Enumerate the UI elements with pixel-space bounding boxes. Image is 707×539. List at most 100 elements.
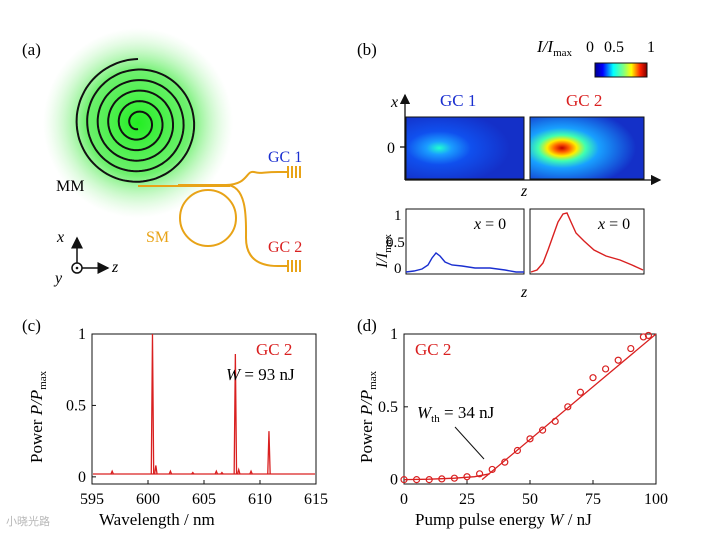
c-peak xyxy=(110,469,114,475)
b-axis-z-label: z xyxy=(520,183,528,200)
c-peak xyxy=(214,469,219,475)
d-xtick-label: 75 xyxy=(585,491,601,508)
c-peak xyxy=(236,467,241,475)
axis-y-dot xyxy=(75,266,79,270)
gc2-profile-annot: x = 0 xyxy=(597,216,630,233)
c-peak xyxy=(220,471,224,475)
colorbar-tick-half: 0.5 xyxy=(604,39,624,56)
d-fit-subthreshold xyxy=(403,473,490,481)
panel-a-label: (a) xyxy=(22,40,41,59)
d-annotation: Wth = 34 nJ xyxy=(417,403,495,425)
d-data-point xyxy=(488,465,496,474)
gc1-label: GC 1 xyxy=(268,149,302,166)
d-data-point xyxy=(400,476,408,484)
d-ticks: 0 25 50 75 100 0 0.5 1 xyxy=(378,326,668,508)
c-xtick-label: 615 xyxy=(304,491,328,508)
panel-a: (a) MM SM GC 1 GC 2 x y z xyxy=(22,28,302,287)
d-fit-lines xyxy=(403,333,657,481)
profile-ytick-0: 0 xyxy=(394,261,402,277)
panel-b-label: (b) xyxy=(357,40,377,59)
d-data-point xyxy=(589,374,597,382)
sm-bus-upper xyxy=(225,170,279,186)
sm-ring xyxy=(179,189,237,247)
d-ytick-label: 0 xyxy=(390,472,398,489)
d-data-point xyxy=(413,476,421,484)
c-peak xyxy=(191,471,195,475)
d-ytick-label: 0.5 xyxy=(378,399,398,416)
colorbar xyxy=(594,62,648,78)
d-data-point xyxy=(564,403,572,411)
d-data-point xyxy=(438,475,446,483)
c-peak xyxy=(168,469,173,475)
gc2-profile-frame xyxy=(529,208,645,275)
c-ylabel: Power P/Pmax xyxy=(27,370,49,463)
d-xtick-label: 50 xyxy=(522,491,538,508)
d-xtick-label: 100 xyxy=(644,491,668,508)
c-xtick-label: 605 xyxy=(192,491,216,508)
colorbar-tick-0: 0 xyxy=(586,39,594,56)
d-ytick-label: 1 xyxy=(390,326,398,343)
c-xtick-label: 610 xyxy=(248,491,272,508)
b-axis-x-label: x xyxy=(390,94,398,111)
c-peak xyxy=(153,465,158,475)
d-ylabel: Power P/Pmax xyxy=(357,370,379,463)
c-peak xyxy=(233,353,238,475)
d-xtick-label: 25 xyxy=(459,491,475,508)
watermark: 小晓光路 xyxy=(6,515,50,528)
c-ytick-label: 0.5 xyxy=(66,397,86,414)
d-legend: GC 2 xyxy=(415,340,451,359)
mm-label: MM xyxy=(56,178,84,195)
c-xlabel: Wavelength / nm xyxy=(99,510,215,529)
d-data-point xyxy=(513,446,522,455)
d-fit-linear xyxy=(481,333,657,481)
d-data-point xyxy=(538,426,547,434)
b-axis-x-tick-label: 0 xyxy=(387,140,395,157)
c-xtick-label: 595 xyxy=(80,491,104,508)
panel-d-label: (d) xyxy=(357,316,377,335)
c-peak xyxy=(267,431,271,475)
d-data-point xyxy=(627,344,635,353)
d-data-point xyxy=(450,474,458,482)
d-data-points xyxy=(400,331,653,484)
profile-ytick-half: 0.5 xyxy=(386,235,405,251)
d-data-point xyxy=(526,435,534,443)
panel-d: (d) 0 25 50 75 100 0 0.5 1 GC 2 Wth = 34 nJ Pum… xyxy=(357,316,668,529)
b-gc2-label: GC 2 xyxy=(566,91,602,110)
mm-glow xyxy=(43,28,233,218)
d-data-point xyxy=(576,388,585,396)
c-peak xyxy=(150,333,155,475)
gc2-label: GC 2 xyxy=(268,239,302,256)
c-xtick-label: 600 xyxy=(136,491,160,508)
sm-label: SM xyxy=(146,229,169,246)
d-data-point xyxy=(425,476,433,484)
panel-b: (b) I/Imax 0 0.5 1 x 0 z GC 1 GC 2 I/Ima… xyxy=(357,37,662,301)
axis-z-label: z xyxy=(111,259,119,276)
c-annotation: W = 93 nJ xyxy=(226,365,295,384)
gc1-intensity-map xyxy=(405,116,525,180)
d-data-point xyxy=(644,331,653,340)
c-ticks: 595 600 605 610 615 0 0.5 1 xyxy=(66,326,328,508)
gc2-profile-curve xyxy=(530,212,644,273)
colorbar-title: I/Imax xyxy=(536,37,573,59)
mm-spiral xyxy=(75,58,196,183)
d-data-point xyxy=(463,473,471,481)
axis-x-label: x xyxy=(56,229,64,246)
c-spectrum xyxy=(93,333,315,475)
gc2-grating xyxy=(278,260,301,272)
profile-xlabel: z xyxy=(520,284,528,301)
c-ytick-label: 1 xyxy=(78,326,86,343)
d-data-point xyxy=(501,458,509,466)
axis-y-label: y xyxy=(53,270,63,287)
d-data-point xyxy=(639,333,648,341)
gc1-profile-curve xyxy=(405,252,524,273)
c-peak xyxy=(249,469,253,475)
gc1-profile-annot: x = 0 xyxy=(473,216,506,233)
d-data-point xyxy=(476,470,484,478)
gc1-profile-frame xyxy=(405,208,525,275)
d-xlabel: Pump pulse energy W / nJ xyxy=(415,510,592,529)
gc2-intensity-map xyxy=(529,116,645,180)
d-annotation-pointer xyxy=(454,426,485,460)
profile-ytick-1: 1 xyxy=(394,208,402,224)
